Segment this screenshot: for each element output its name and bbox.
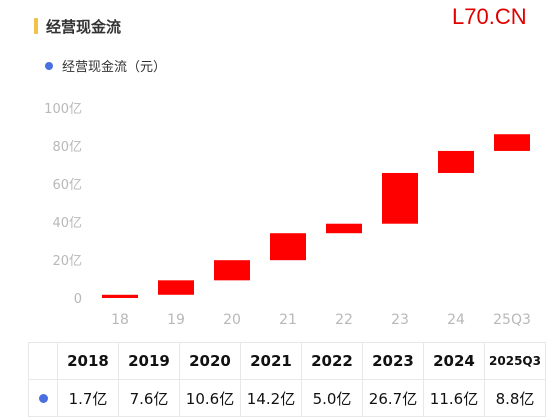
page-title: 经营现金流: [46, 18, 122, 36]
bar: [102, 294, 138, 298]
table-series-marker: [28, 379, 58, 417]
table-year-cell: 2025Q3: [484, 342, 546, 380]
table-year-cell: 2022: [301, 342, 363, 380]
x-tick-label: 18: [111, 312, 129, 328]
table-year-cell: 2021: [240, 342, 302, 380]
x-tick-label: 22: [335, 312, 353, 328]
y-tick-label: 40亿: [52, 216, 82, 231]
title-accent-bar: [34, 18, 38, 34]
table-year-cell: 2019: [118, 342, 180, 380]
y-tick-label: 0: [74, 292, 82, 307]
table-year-cell: 2020: [179, 342, 241, 380]
x-tick-label: 21: [279, 312, 297, 328]
y-tick-label: 80亿: [52, 140, 82, 155]
bar: [438, 150, 474, 173]
bar: [214, 260, 250, 281]
table-value-cell: 7.6亿: [118, 379, 180, 417]
table-year-cell: 2023: [362, 342, 424, 380]
bar: [382, 172, 418, 224]
x-tick-label: 19: [167, 312, 185, 328]
bar: [270, 233, 306, 261]
table-value-row: 1.7亿 7.6亿 10.6亿 14.2亿 5.0亿 26.7亿 11.6亿 8.8亿: [28, 379, 546, 417]
y-tick-label: 20亿: [52, 254, 82, 269]
x-tick-label: 20: [223, 312, 241, 328]
bar: [326, 223, 362, 234]
table-value-cell: 8.8亿: [484, 379, 546, 417]
x-tick-label: 23: [391, 312, 409, 328]
data-table: 2018 2019 2020 2021 2022 2023 2024 2025Q3 1.7亿 7…: [28, 342, 546, 417]
waterfall-chart: 0 20亿 40亿 60亿 80亿 100亿 18 19 20 21 22 23 24 25Q3: [44, 102, 531, 328]
series-dot: [38, 394, 48, 403]
legend-dot: [45, 62, 53, 70]
table-value-cell: 26.7亿: [362, 379, 424, 417]
x-tick-label: 24: [447, 312, 465, 328]
legend-label: 经营现金流（元）: [62, 60, 167, 75]
table-year-cell: 2018: [57, 342, 119, 380]
bar: [158, 280, 194, 295]
y-tick-label: 60亿: [52, 178, 82, 193]
table-value-cell: 11.6亿: [423, 379, 485, 417]
table-header-row: 2018 2019 2020 2021 2022 2023 2024 2025Q3: [28, 342, 546, 380]
table-year-cell: 2024: [423, 342, 485, 380]
bar: [494, 134, 530, 151]
watermark: L70.CN: [452, 4, 527, 29]
x-tick-label: 25Q3: [493, 312, 531, 328]
table-corner-cell: [28, 342, 58, 380]
table-value-cell: 14.2亿: [240, 379, 302, 417]
table-value-cell: 1.7亿: [57, 379, 119, 417]
table-value-cell: 10.6亿: [179, 379, 241, 417]
y-tick-label: 100亿: [44, 102, 82, 117]
table-value-cell: 5.0亿: [301, 379, 363, 417]
